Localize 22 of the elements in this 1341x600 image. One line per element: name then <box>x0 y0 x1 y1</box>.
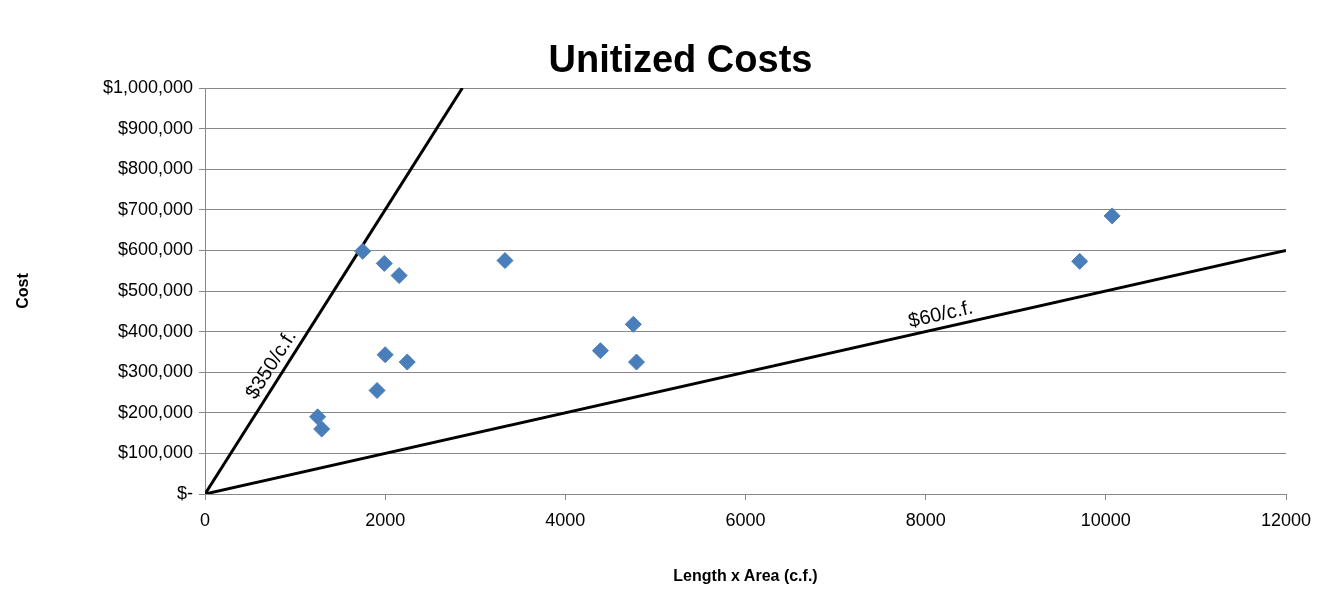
y-tick-label: $600,000 <box>117 239 193 260</box>
x-tick-label: 10000 <box>1080 509 1131 530</box>
x-tick-label: 2000 <box>365 509 406 530</box>
x-tick-label: 0 <box>199 509 211 530</box>
y-tick-label: $- <box>176 482 193 503</box>
x-tick-label: 4000 <box>545 509 586 530</box>
y-tick-label: $1,000,000 <box>102 76 193 97</box>
x-axis-title: Length x Area (c.f.) <box>673 566 818 584</box>
chart-title: Unitized Costs <box>548 38 813 81</box>
y-tick-label: $200,000 <box>117 401 193 422</box>
y-tick-label: $400,000 <box>117 320 193 341</box>
y-axis-title: Cost <box>14 272 32 309</box>
x-tick-label: 6000 <box>725 509 766 530</box>
x-tick-label: 8000 <box>905 509 946 530</box>
y-tick-label: $800,000 <box>117 158 193 179</box>
y-tick-label: $500,000 <box>117 279 193 300</box>
y-tick-label: $900,000 <box>117 117 193 138</box>
y-tick-label: $300,000 <box>117 361 193 382</box>
y-tick-label: $100,000 <box>117 442 193 463</box>
y-tick-label: $700,000 <box>117 198 193 219</box>
x-tick-label: 12000 <box>1260 509 1312 530</box>
annotation: $60/c.f. <box>906 295 975 332</box>
